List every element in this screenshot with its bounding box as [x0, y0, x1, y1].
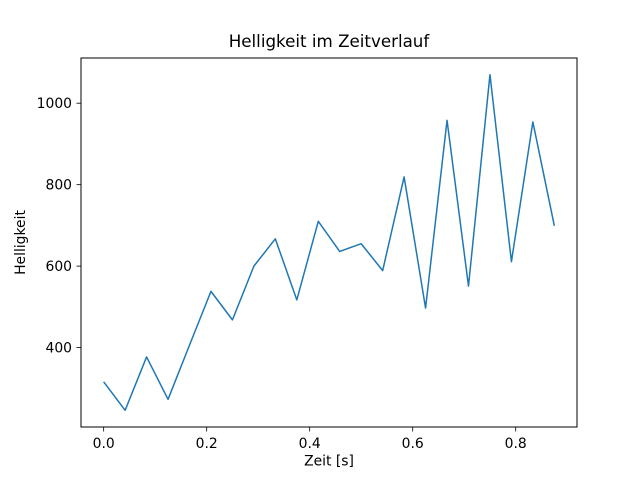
- y-tick-label: 400: [45, 340, 72, 356]
- x-tick-label: 0.6: [402, 436, 424, 452]
- y-tick-label: 1000: [37, 96, 72, 112]
- y-tick-label: 600: [45, 259, 72, 275]
- y-axis-label: Helligkeit: [13, 210, 29, 275]
- x-tick-label: 0.4: [299, 436, 321, 452]
- axes-frame: [80, 57, 578, 428]
- x-tick-label: 0.0: [93, 436, 115, 452]
- axes-group: 0.0 0.2 0.4 0.6 0.8 400 600 800 1000: [37, 57, 578, 452]
- x-tick-label: 0.2: [196, 436, 218, 452]
- x-axis-label: Zeit [s]: [304, 454, 354, 470]
- x-tick-label: 0.8: [505, 436, 527, 452]
- y-tick-label: 800: [45, 177, 72, 193]
- data-line-helligkeit: [103, 73, 556, 412]
- chart-title: Helligkeit im Zeitverlauf: [229, 31, 431, 51]
